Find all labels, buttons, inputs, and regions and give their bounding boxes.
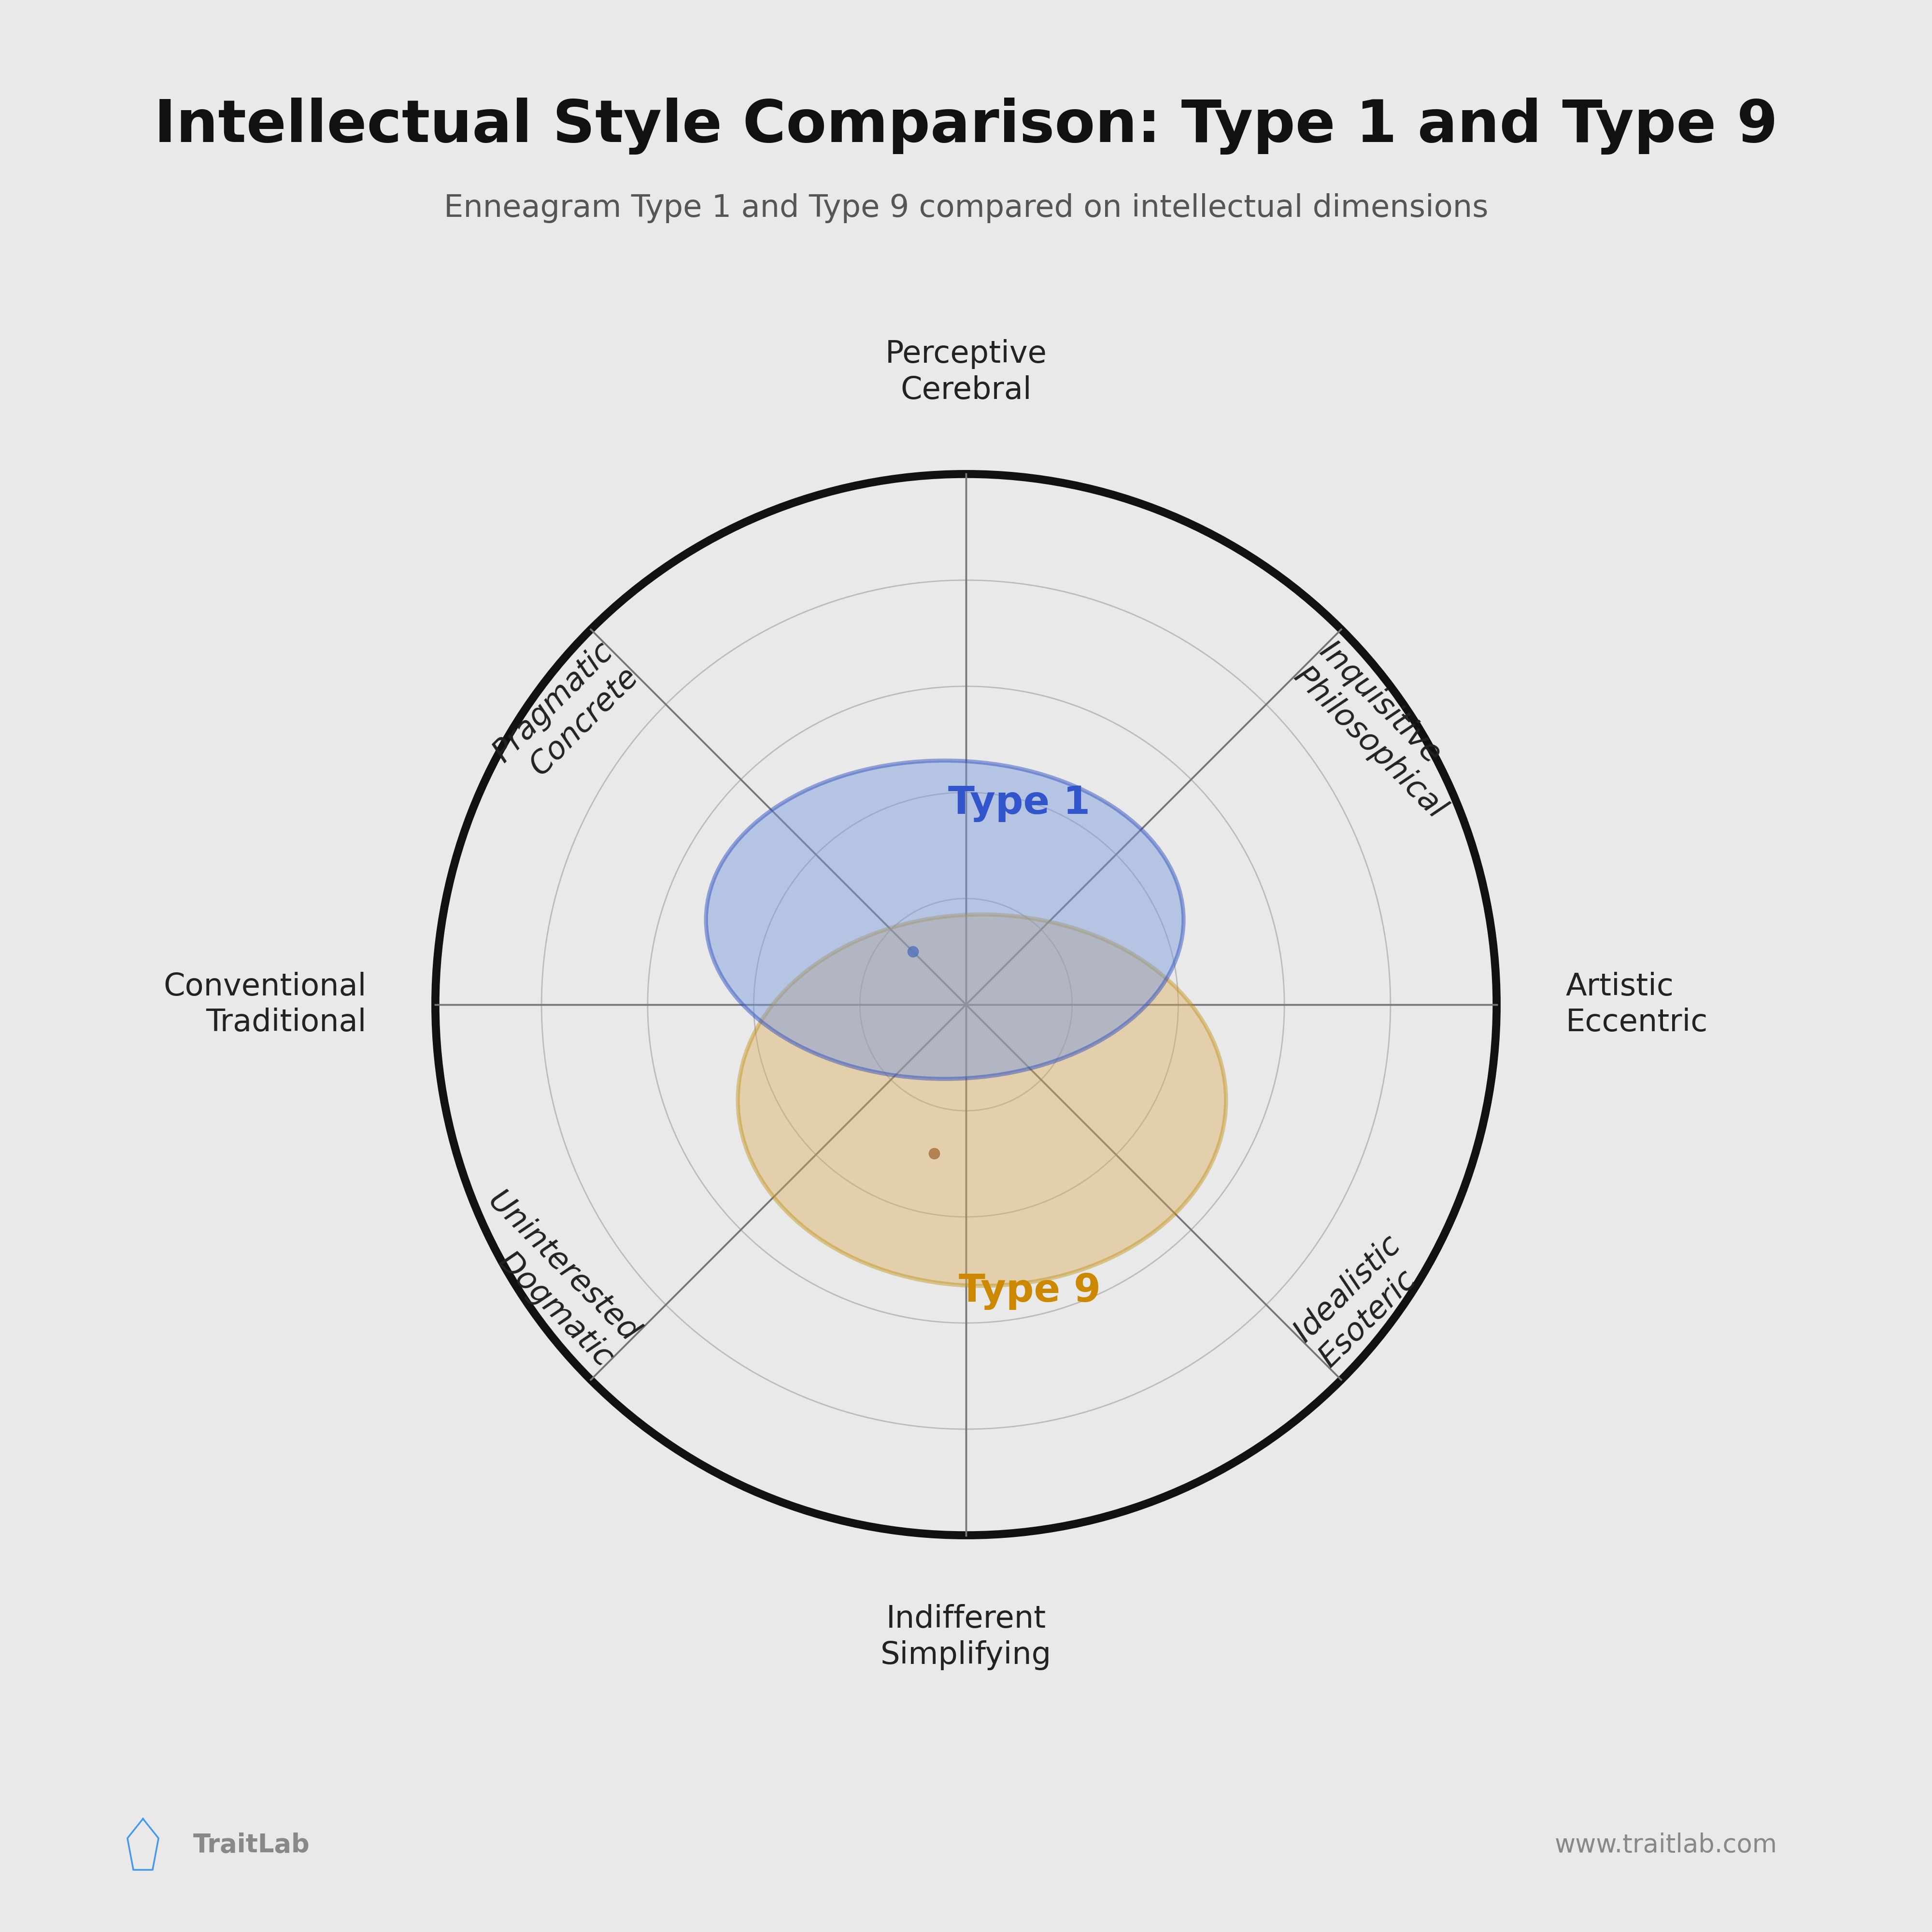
Text: Perceptive
Cerebral: Perceptive Cerebral — [885, 340, 1047, 406]
Text: Inquisitive
Philosophical: Inquisitive Philosophical — [1289, 636, 1476, 825]
Text: Idealistic
Esoteric: Idealistic Esoteric — [1289, 1229, 1432, 1374]
Text: Type 1: Type 1 — [949, 784, 1090, 821]
Text: www.traitlab.com: www.traitlab.com — [1555, 1832, 1777, 1859]
Ellipse shape — [738, 914, 1227, 1287]
Text: Intellectual Style Comparison: Type 1 and Type 9: Intellectual Style Comparison: Type 1 an… — [155, 97, 1777, 155]
Text: Pragmatic
Concrete: Pragmatic Concrete — [487, 636, 643, 794]
Text: Conventional
Traditional: Conventional Traditional — [164, 972, 367, 1037]
Ellipse shape — [705, 761, 1184, 1078]
Text: Indifferent
Simplifying: Indifferent Simplifying — [881, 1604, 1051, 1669]
Text: Artistic
Eccentric: Artistic Eccentric — [1565, 972, 1708, 1037]
Text: Uninterested
Dogmatic: Uninterested Dogmatic — [456, 1186, 643, 1374]
Text: Enneagram Type 1 and Type 9 compared on intellectual dimensions: Enneagram Type 1 and Type 9 compared on … — [444, 193, 1488, 222]
Text: TraitLab: TraitLab — [193, 1832, 309, 1859]
Text: Type 9: Type 9 — [958, 1273, 1101, 1310]
